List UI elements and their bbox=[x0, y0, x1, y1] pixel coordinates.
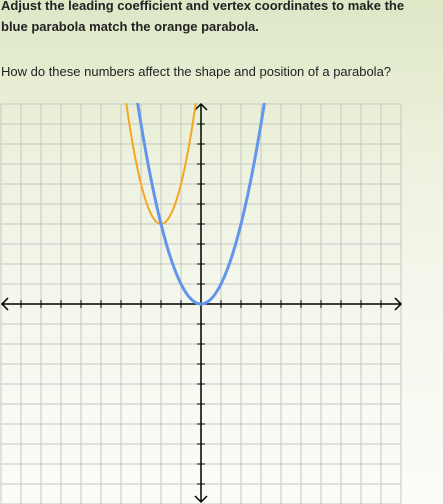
y-axis-bottom-arrow bbox=[194, 495, 208, 504]
adjustable-parabola-blue[interactable] bbox=[136, 103, 266, 306]
coordinate-graph[interactable] bbox=[0, 103, 403, 504]
question-text: How do these numbers affect the shape an… bbox=[1, 64, 392, 79]
instructions-line-2: blue parabola match the orange parabola. bbox=[1, 19, 259, 34]
x-axis-left-arrow bbox=[0, 297, 9, 311]
instructions: Adjust the leading coefficient and verte… bbox=[1, 0, 443, 37]
x-axis-right-arrow bbox=[394, 297, 403, 311]
instructions-line-1: Adjust the leading coefficient and verte… bbox=[1, 0, 405, 13]
axis-ticks bbox=[20, 123, 382, 485]
y-axis-top-arrow bbox=[194, 103, 208, 111]
